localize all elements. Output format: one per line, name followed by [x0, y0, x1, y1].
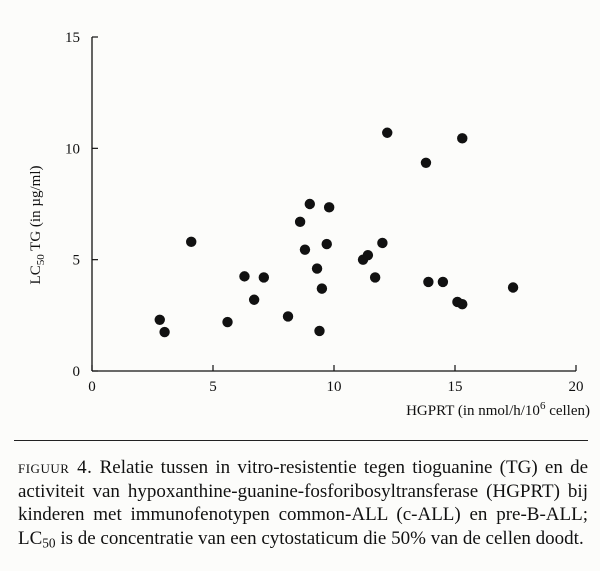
data-point [294, 216, 306, 228]
data-point [362, 250, 374, 261]
y-tick-label: 15 [65, 30, 80, 46]
caption-text-end: is de concentratie van een cytostaticum … [55, 527, 584, 549]
data-point [437, 276, 449, 288]
data-point [159, 326, 170, 338]
data-points [154, 127, 519, 338]
figure-label: figuur 4. [18, 457, 93, 478]
data-point [239, 271, 250, 282]
data-point [507, 282, 519, 293]
data-point [186, 236, 197, 248]
data-point [282, 311, 294, 322]
data-point [321, 238, 332, 250]
data-point [382, 127, 393, 138]
x-axis-ticks: 0 5 10 15 20 [88, 365, 584, 395]
data-point [323, 202, 335, 213]
scatter-chart: 0 5 10 15 20 0 5 10 15 HGPRT (in nmol/h/106 cel… [28, 30, 590, 419]
data-point [311, 263, 323, 274]
x-tick-label: 0 [88, 379, 96, 395]
data-point [423, 276, 434, 288]
figure-caption: figuur 4. Relatie tussen in vitro-resist… [18, 456, 588, 554]
data-point [248, 294, 260, 305]
data-point [369, 272, 381, 283]
y-tick-label: 0 [73, 364, 81, 380]
x-tick-label: 20 [569, 379, 584, 395]
y-axis-title: LC50 TG (in µg/ml) [28, 166, 47, 285]
data-point [304, 198, 315, 210]
data-point [314, 325, 325, 337]
data-point [222, 316, 233, 328]
x-tick-label: 15 [448, 379, 463, 395]
x-tick-label: 5 [209, 379, 217, 395]
data-point [457, 299, 468, 310]
data-point [420, 157, 432, 169]
y-axis-ticks: 0 5 10 15 [65, 30, 98, 380]
data-point [457, 133, 468, 144]
x-tick-label: 10 [327, 379, 342, 395]
caption-subscript: 50 [42, 534, 56, 550]
data-point [377, 237, 388, 249]
caption-divider [14, 440, 588, 442]
x-axis-title: HGPRT (in nmol/h/106 cellen) [406, 400, 590, 419]
y-tick-label: 10 [65, 141, 80, 157]
data-point [316, 283, 328, 294]
data-point [258, 272, 270, 283]
y-tick-label: 5 [73, 253, 81, 269]
data-point [154, 314, 165, 325]
data-point [299, 244, 311, 255]
caption-text: Relatie tussen in vitro-resistentie tege… [18, 457, 588, 549]
